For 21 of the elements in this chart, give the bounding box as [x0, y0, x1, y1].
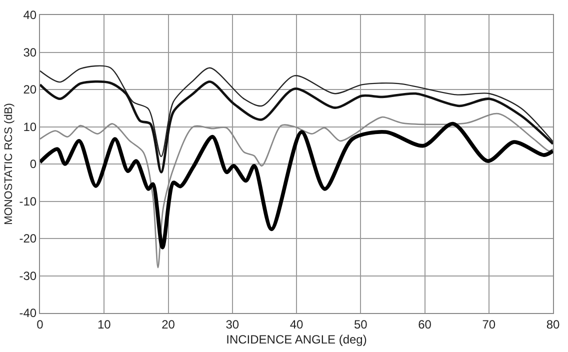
y-tick-label: -10: [19, 194, 37, 208]
x-tick-label: 60: [418, 317, 432, 332]
y-axis-title: MONOSTATIC RCS (dB): [2, 103, 15, 225]
x-tick-label: 50: [354, 317, 368, 332]
y-tick-label: 0: [30, 157, 37, 172]
y-tick-label: 40: [23, 8, 37, 22]
y-tick-label: -30: [19, 268, 37, 283]
x-tick-label: 70: [482, 317, 496, 332]
y-tick-label: 30: [23, 45, 37, 60]
x-tick-label: 30: [226, 317, 240, 332]
x-tick-label: 10: [97, 317, 112, 332]
y-tick-label: 20: [23, 82, 37, 97]
y-tick-label: 10: [23, 120, 37, 134]
x-tick-label: 40: [290, 317, 304, 332]
x-axis-title: INCIDENCE ANGLE (deg): [226, 332, 367, 346]
line-series: [40, 80, 553, 174]
line-series: [40, 122, 553, 250]
y-tick-label: -20: [19, 232, 37, 246]
x-tick-label: 80: [546, 317, 560, 332]
y-tick-label: -40: [19, 306, 37, 320]
x-tick-label: 20: [162, 317, 176, 332]
